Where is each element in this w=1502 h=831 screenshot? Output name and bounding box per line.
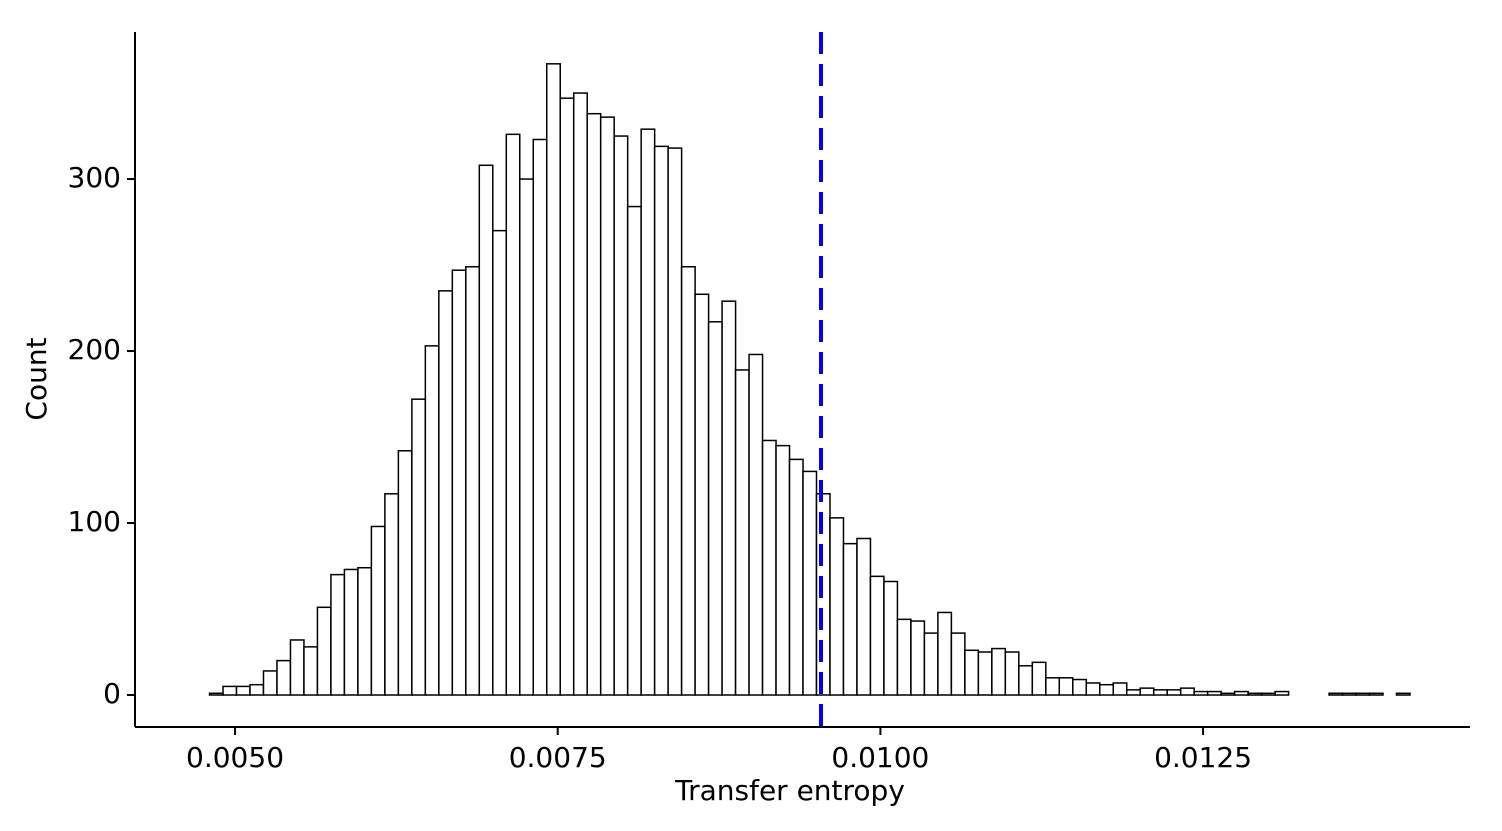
y-tick-label: 200 <box>68 333 121 366</box>
bar <box>478 164 494 696</box>
bar <box>1139 687 1155 696</box>
bar <box>1395 692 1411 696</box>
bar <box>1152 689 1168 696</box>
bar <box>599 116 615 696</box>
bar <box>640 128 656 696</box>
bar <box>1274 690 1290 696</box>
bar <box>222 685 238 696</box>
bar <box>289 639 305 696</box>
bar <box>1072 678 1088 696</box>
bar <box>545 63 561 696</box>
bar <box>977 651 993 696</box>
bar <box>1018 665 1034 696</box>
bar <box>1125 689 1141 696</box>
bar <box>748 353 764 696</box>
bar <box>316 606 332 696</box>
bar <box>505 133 521 696</box>
bar <box>357 566 373 696</box>
bar <box>1206 690 1222 696</box>
bar <box>802 470 818 696</box>
x-tick-label: 0.0075 <box>509 741 607 774</box>
bar <box>343 568 359 696</box>
bar <box>910 620 926 696</box>
bar <box>438 290 454 696</box>
bar <box>1085 682 1101 696</box>
bar <box>1220 692 1236 696</box>
bar <box>249 683 265 696</box>
bar <box>1355 692 1371 696</box>
y-axis-title: Count <box>20 337 53 420</box>
bar <box>788 458 804 696</box>
y-tick-label: 300 <box>68 161 121 194</box>
bar <box>1058 677 1074 696</box>
bar <box>330 573 346 696</box>
bar <box>465 266 481 696</box>
bar <box>991 647 1007 696</box>
x-tick-label: 0.0050 <box>186 741 284 774</box>
bar <box>613 135 629 696</box>
bar <box>1260 692 1276 696</box>
bar <box>262 670 278 696</box>
bar <box>883 580 899 696</box>
bar <box>667 147 683 696</box>
bar <box>950 632 966 696</box>
x-tick-label: 0.0125 <box>1154 741 1252 774</box>
bar <box>694 293 710 696</box>
bar <box>411 398 427 696</box>
bar <box>1193 690 1209 696</box>
bar <box>208 692 224 696</box>
bar <box>1179 687 1195 696</box>
bar <box>532 138 548 696</box>
bar <box>964 649 980 696</box>
bar <box>1045 677 1061 696</box>
bar <box>1247 692 1263 696</box>
bar <box>235 685 251 696</box>
bar <box>937 611 953 696</box>
x-axis-title: Transfer entropy <box>674 774 905 807</box>
bar <box>761 439 777 696</box>
bar <box>869 575 885 696</box>
bar <box>572 92 588 696</box>
bar <box>626 205 642 696</box>
bar <box>384 493 400 696</box>
bar <box>842 542 858 696</box>
bar <box>370 525 386 696</box>
bar <box>1031 661 1047 696</box>
bar <box>1368 692 1384 696</box>
bar <box>1341 692 1357 696</box>
bar <box>721 300 737 696</box>
bar <box>519 178 535 696</box>
bar <box>707 321 723 696</box>
bar <box>1004 651 1020 696</box>
y-tick-label: 0 <box>103 677 121 710</box>
bar <box>586 112 602 696</box>
bar <box>1233 690 1249 696</box>
bar <box>896 618 912 696</box>
bar <box>734 369 750 696</box>
bar <box>492 229 508 696</box>
bar <box>397 450 413 696</box>
bar <box>559 97 575 696</box>
y-tick-label: 100 <box>68 505 121 538</box>
bar <box>653 145 669 696</box>
bar <box>1328 692 1344 696</box>
bar <box>1099 683 1114 696</box>
bar <box>856 537 872 696</box>
bar <box>829 517 845 696</box>
bar <box>1166 689 1182 696</box>
bar <box>775 444 791 696</box>
bar <box>680 266 696 696</box>
bar <box>815 493 831 696</box>
bar <box>451 269 467 696</box>
bar <box>276 659 292 696</box>
x-tick-label: 0.0100 <box>831 741 929 774</box>
bar <box>303 646 319 696</box>
bar <box>1112 682 1128 696</box>
bar <box>424 345 440 696</box>
bar <box>923 632 939 696</box>
